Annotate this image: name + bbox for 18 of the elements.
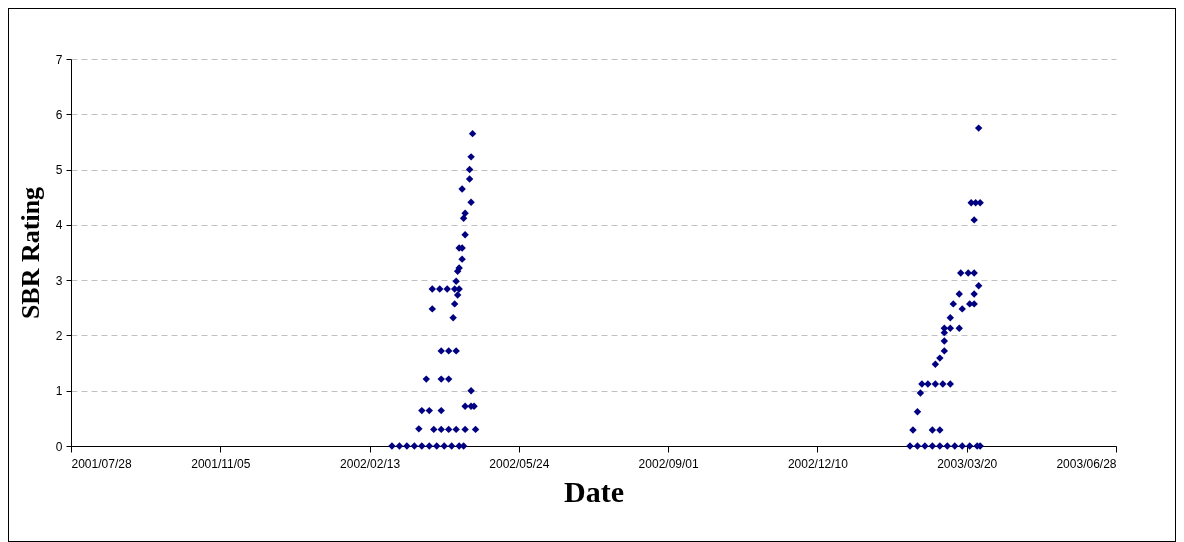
- y-axis-title: SBR Rating: [15, 186, 45, 320]
- x-tick-label: 2003/03/20: [937, 456, 998, 471]
- y-tick-label: 5: [55, 163, 63, 178]
- y-tick-label: 7: [55, 52, 63, 67]
- y-tick-label: 2: [55, 328, 63, 343]
- y-tick-label: 6: [55, 107, 63, 122]
- x-tick-label: 2002/02/13: [340, 456, 401, 471]
- y-tick-label: 4: [55, 218, 63, 233]
- x-tick-label: 2001/07/28: [71, 456, 132, 471]
- y-tick-label: 0: [55, 439, 63, 454]
- y-tick-label: 3: [55, 273, 63, 288]
- x-tick-label: 2003/06/28: [1056, 456, 1117, 471]
- x-tick-label: 2001/11/05: [191, 456, 251, 471]
- x-tick-label: 2002/05/24: [489, 456, 550, 471]
- x-tick-label: 2002/12/10: [787, 456, 849, 471]
- x-axis-title: Date: [564, 474, 624, 508]
- x-tick-label: 2002/09/01: [638, 456, 699, 471]
- y-tick-label: 1: [55, 384, 63, 399]
